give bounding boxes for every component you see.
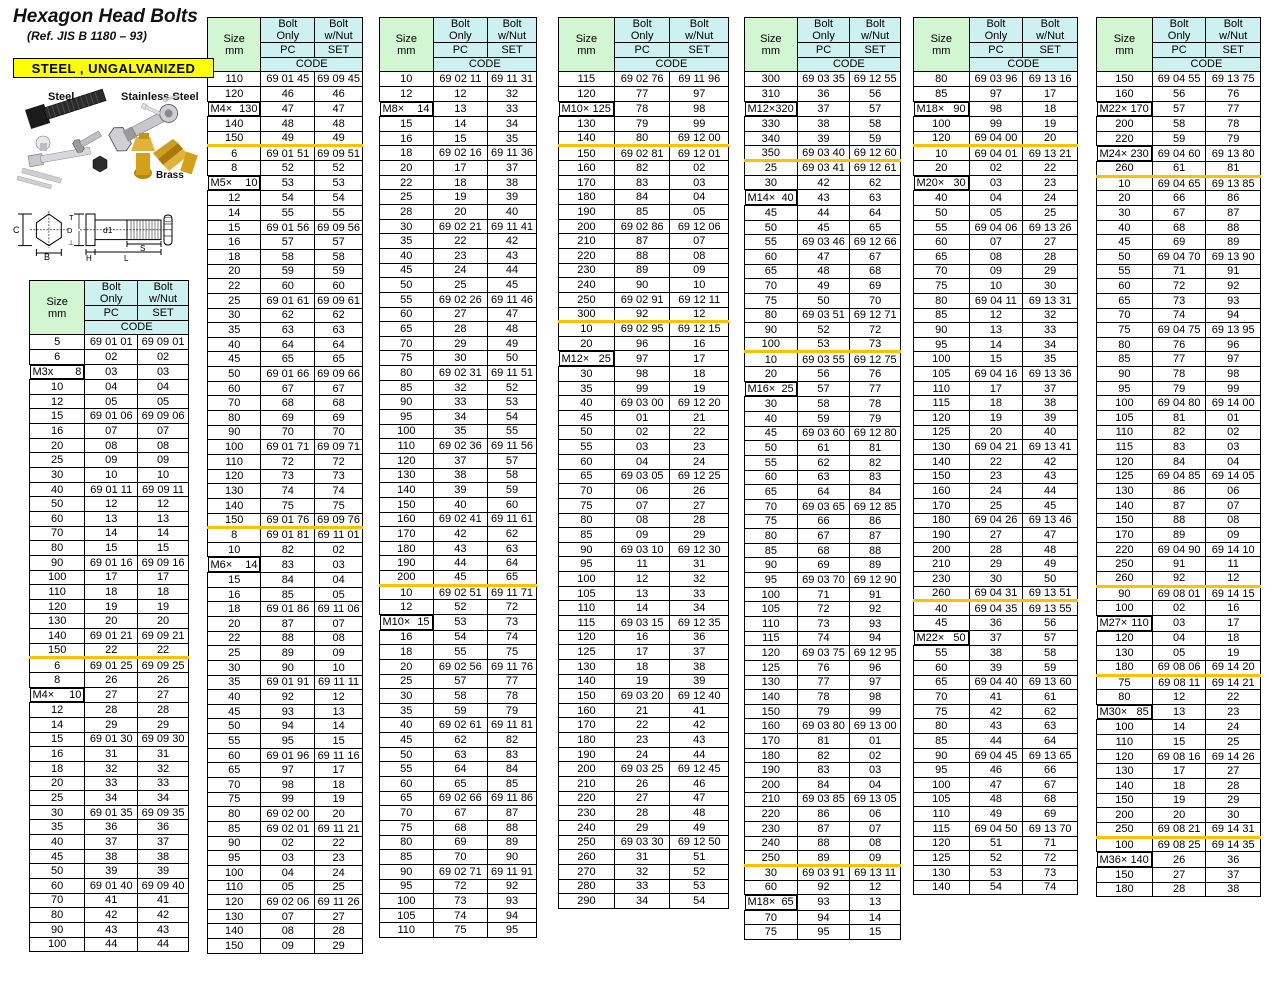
svg-text:B: B [44,252,50,262]
svg-text:⊥: ⊥ [68,240,74,247]
svg-text:C: C [13,225,20,235]
svg-text:T: T [69,213,74,222]
svg-text:Brass: Brass [156,170,184,181]
svg-text:S: S [140,244,145,253]
svg-text:d1: d1 [103,225,113,235]
svg-text:Stainless Steel: Stainless Steel [121,91,199,103]
svg-text:D: D [67,226,73,235]
svg-text:L: L [124,254,129,263]
svg-text:H: H [86,254,92,263]
